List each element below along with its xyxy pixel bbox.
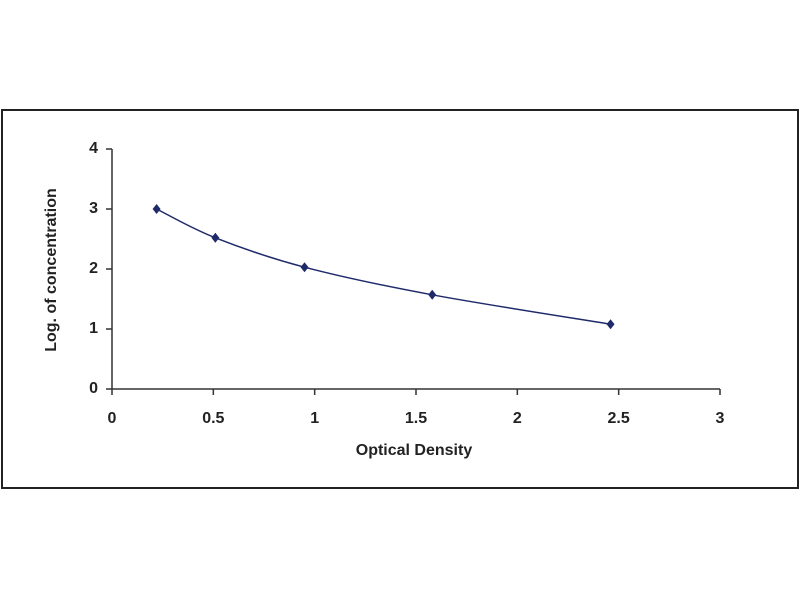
y-tick-label: 2 (89, 260, 98, 277)
marker (300, 262, 309, 273)
marker (211, 232, 220, 243)
x-tick-label: 1.5 (405, 410, 427, 427)
x-tick-label: 1 (310, 410, 319, 427)
y-tick-label: 0 (89, 380, 98, 397)
y-axis-label: Log. of concentration (43, 188, 60, 352)
x-tick-label: 2 (513, 410, 522, 427)
x-tick-label: 0 (108, 410, 117, 427)
marker (428, 289, 437, 300)
x-axis-label: Optical Density (356, 442, 473, 459)
y-tick-label: 1 (89, 320, 98, 337)
y-tick-label: 4 (89, 140, 98, 157)
x-tick-label: 0.5 (202, 410, 224, 427)
chart-frame (1, 109, 799, 489)
marker (606, 319, 615, 330)
curve (156, 208, 611, 325)
marker (152, 204, 161, 214)
x-tick-label: 3 (716, 410, 725, 427)
x-tick-label: 2.5 (608, 410, 630, 427)
y-tick-label: 3 (89, 200, 98, 217)
